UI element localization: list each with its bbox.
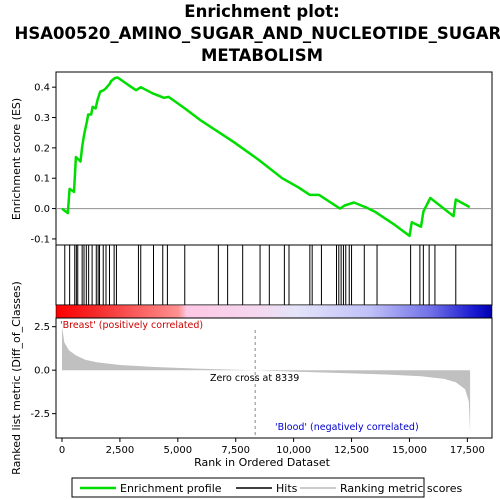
rank-color-bar [55, 304, 493, 319]
metric-y-axis: -2.5 0.0 2.5 [30, 322, 56, 420]
metric-panel-frame [55, 317, 493, 439]
legend: Enrichment profile Hits Ranking metric s… [71, 477, 462, 498]
legend-enrichment-label: Enrichment profile [120, 482, 222, 495]
x-axis: 0 2,500 5,000 7,500 10,000 12,500 15,000 17,500 [59, 438, 485, 456]
x-tick-label: 17,500 [450, 445, 485, 456]
hits-panel-frame [55, 244, 493, 306]
legend-hits-label: Hits [276, 482, 298, 495]
enrichment-profile-line [61, 76, 471, 238]
x-tick-label: 2,500 [106, 445, 135, 456]
zero-cross-label: Zero cross at 8339 [210, 373, 299, 384]
x-axis-label: Rank in Ordered Dataset [194, 456, 331, 469]
x-tick-label: 15,000 [392, 445, 427, 456]
legend-metric-label: Ranking metric scores [340, 482, 462, 495]
hits-panel [55, 244, 493, 306]
rank-gradient [55, 304, 493, 319]
metric-ytick-label: 0.0 [34, 366, 50, 377]
es-ytick-label: 0.2 [34, 143, 50, 154]
es-ytick-label: 0.0 [34, 204, 50, 215]
chart-title-line2: HSA00520_AMINO_SUGAR_AND_NUCLEOTIDE_SUGA… [15, 24, 500, 43]
es-ytick-label: 0.1 [34, 174, 50, 185]
es-y-axis: -0.1 0.0 0.1 0.2 0.3 0.4 [30, 83, 56, 245]
es-ytick-label: 0.4 [34, 83, 50, 94]
negative-class-label: 'Blood' (negatively correlated) [275, 422, 419, 433]
positive-class-label: 'Breast' (positively correlated) [60, 320, 203, 331]
es-panel: -0.1 0.0 0.1 0.2 0.3 0.4 Enrichment score (ES… [10, 71, 493, 246]
chart-title-line3: METABOLISM [201, 46, 323, 65]
metric-ylabel: Ranked list metric (Diff_of_Classes) [10, 281, 23, 475]
x-tick-label: 12,500 [334, 445, 369, 456]
es-ylabel: Enrichment score (ES) [10, 98, 23, 220]
chart-title-line1: Enrichment plot: [184, 2, 339, 21]
es-panel-frame [55, 71, 493, 246]
es-ytick-label: 0.3 [34, 113, 50, 124]
hit-markers [64, 245, 457, 305]
x-tick-label: 5,000 [163, 445, 192, 456]
es-ytick-label: -0.1 [30, 234, 50, 245]
x-tick-label: 0 [59, 445, 65, 456]
x-tick-label: 7,500 [221, 445, 250, 456]
metric-ytick-label: -2.5 [30, 409, 50, 420]
metric-ytick-label: 2.5 [34, 322, 50, 333]
metric-panel: -2.5 0.0 2.5 Zero cross at 8339 'Breast' (… [10, 281, 493, 475]
x-tick-label: 10,000 [276, 445, 311, 456]
